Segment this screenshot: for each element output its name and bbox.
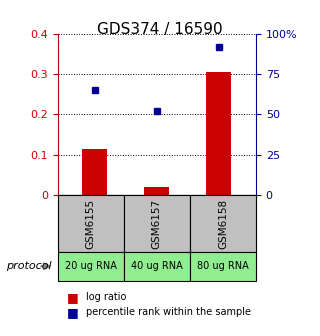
- Text: ■: ■: [67, 306, 79, 319]
- Text: GSM6155: GSM6155: [86, 198, 96, 249]
- Text: 40 ug RNA: 40 ug RNA: [131, 261, 183, 271]
- Text: GDS374 / 16590: GDS374 / 16590: [97, 22, 223, 37]
- Text: 20 ug RNA: 20 ug RNA: [65, 261, 116, 271]
- Bar: [144, 187, 169, 195]
- Text: ■: ■: [67, 291, 79, 304]
- Text: protocol: protocol: [6, 261, 52, 271]
- Text: 80 ug RNA: 80 ug RNA: [197, 261, 249, 271]
- Bar: [206, 72, 231, 195]
- Text: GSM6157: GSM6157: [152, 198, 162, 249]
- Text: percentile rank within the sample: percentile rank within the sample: [86, 307, 252, 318]
- Text: log ratio: log ratio: [86, 292, 127, 302]
- Text: GSM6158: GSM6158: [218, 198, 228, 249]
- Bar: [83, 149, 107, 195]
